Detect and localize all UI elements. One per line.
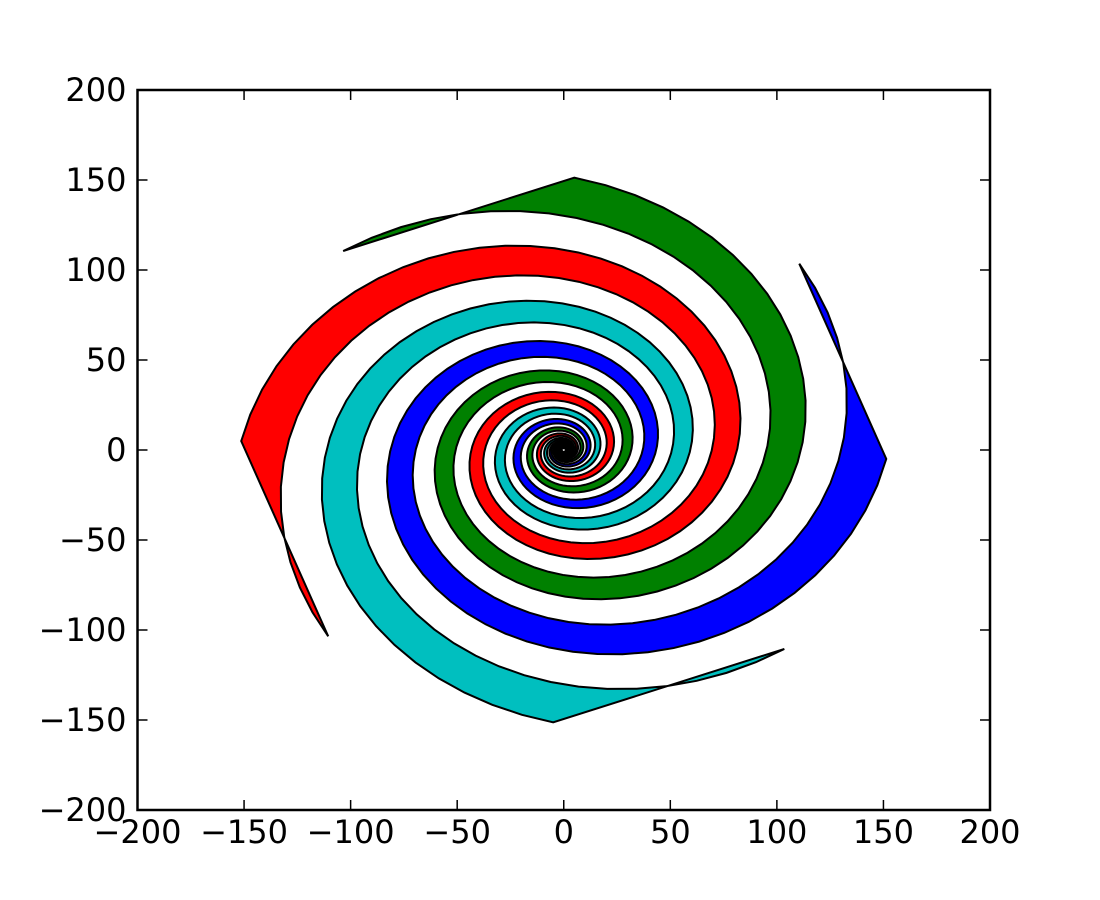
y-tick-label: 150: [65, 161, 126, 199]
x-tick-label: 50: [650, 813, 691, 851]
y-tick-label: 50: [86, 341, 127, 379]
x-tick-label: −50: [423, 813, 491, 851]
x-tick-label: 100: [746, 813, 807, 851]
spiral-arm-blue: [385, 263, 888, 656]
y-tick-label: −100: [39, 611, 127, 649]
y-tick-label: 200: [65, 71, 126, 109]
x-tick-label: −200: [94, 813, 182, 851]
y-tick-label: 0: [106, 431, 126, 469]
spiral-arm-cyan: [320, 299, 785, 724]
y-tick-label: −200: [39, 791, 127, 829]
x-tick-label: 0: [554, 813, 574, 851]
y-tick-label: 100: [65, 251, 126, 289]
y-tick-label: −50: [59, 521, 127, 559]
x-tick-label: 150: [853, 813, 914, 851]
spiral-arm-green: [342, 176, 807, 601]
y-tick-label: −150: [39, 701, 127, 739]
x-tick-label: −100: [307, 813, 395, 851]
spiral-arm-red: [240, 244, 742, 637]
x-tick-label: 200: [959, 813, 1020, 851]
x-tick-label: −150: [200, 813, 288, 851]
